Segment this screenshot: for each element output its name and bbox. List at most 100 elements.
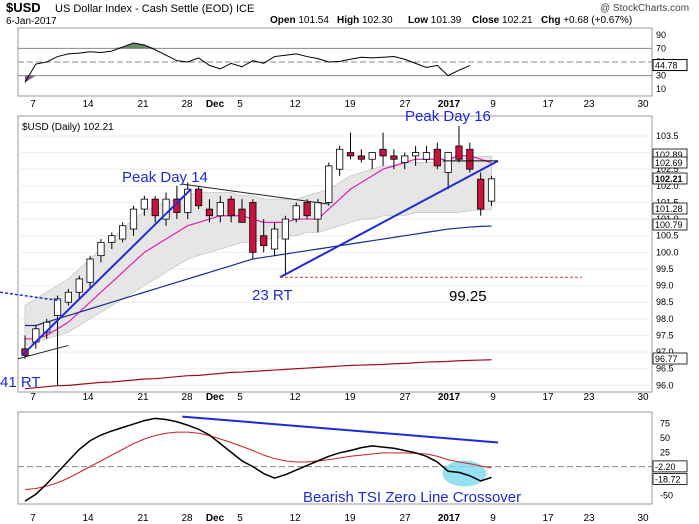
price-value-label: 101.28 xyxy=(655,204,683,214)
candle-body xyxy=(390,155,398,160)
price-tick-label: 96.0 xyxy=(656,380,674,390)
upper-resistance-line xyxy=(182,183,329,205)
candle-body xyxy=(314,202,322,220)
price-tick-label: 100.0 xyxy=(656,247,679,257)
price-tick-label: 97.5 xyxy=(656,330,674,340)
price-panel: $USD (Daily) 102.21 96.0 96.5 97.0 97.5 98.0… xyxy=(0,108,688,391)
price-value-label: 102.69 xyxy=(655,158,683,168)
candle-body xyxy=(53,298,62,316)
x-tick-label: Dec xyxy=(206,392,225,403)
x-tick-label: 9 xyxy=(490,513,496,524)
rsi-tick-label: 30 xyxy=(656,71,666,81)
annotation-rt23: 23 RT xyxy=(252,287,293,304)
candle-body xyxy=(401,155,409,163)
x-tick-label: Dec xyxy=(206,513,225,524)
x-tick-label: Dec xyxy=(206,99,225,110)
candle-body xyxy=(444,152,452,173)
candle-body xyxy=(75,278,83,293)
x-tick-label: 7 xyxy=(30,99,36,110)
x-tick-label: 28 xyxy=(181,513,193,524)
candle-body xyxy=(140,198,148,210)
instrument-name: US Dollar Index - Cash Settle (EOD) ICE xyxy=(55,3,254,15)
annotation-tsi: Bearish TSI Zero Line Crossover xyxy=(303,489,521,506)
price-value-box xyxy=(652,202,688,215)
annotation-rt41: 41 RT xyxy=(0,374,41,391)
candle-body xyxy=(368,152,376,160)
price-panel-title: $USD (Daily) 102.21 xyxy=(22,122,114,133)
x-tick-label: 17 xyxy=(542,99,554,110)
symbol: $USD xyxy=(6,0,41,15)
ohlc-open: Open 101.54 xyxy=(270,15,329,26)
tsi-divergence-line xyxy=(182,415,499,444)
x-tick-label: 28 xyxy=(181,99,193,110)
rsi-last-value: 44.78 xyxy=(655,61,678,71)
x-tick-label: 21 xyxy=(137,392,149,403)
price-value-label: 102.89 xyxy=(655,150,683,160)
tsi-signal-line xyxy=(24,431,492,491)
price-tick-label: 102.0 xyxy=(656,181,679,191)
ohlc-row: Open 101.54 High 102.30 Low 101.39 Close 10… xyxy=(270,15,632,26)
candle-body xyxy=(227,198,235,217)
x-tick-label: 30 xyxy=(637,392,649,403)
x-tick-label: 9 xyxy=(490,99,496,110)
price-value-label: 102.21 xyxy=(655,174,683,184)
x-tick-label: 2017 xyxy=(438,99,461,110)
x-tick-label: 27 xyxy=(399,513,411,524)
price-tick-label: 99.5 xyxy=(656,264,674,274)
x-tick-label: 2017 xyxy=(438,392,461,403)
tsi-value-label: -2.20 xyxy=(655,462,676,472)
candle-body xyxy=(336,148,344,170)
ohlc-low: Low 101.39 xyxy=(408,15,462,26)
price-tick-label: 99.0 xyxy=(656,281,674,291)
rsi-last-value-box xyxy=(652,59,688,72)
ohlc-chg: Chg +0.68 (+0.67%) xyxy=(541,15,632,26)
x-tick-label: 12 xyxy=(289,99,301,110)
rsi-line xyxy=(24,42,471,83)
trendline-rt41 xyxy=(21,188,192,357)
x-tick-label: 27 xyxy=(399,99,411,110)
x-tick-label: 19 xyxy=(344,513,356,524)
candle-body xyxy=(270,228,279,250)
price-value-box xyxy=(652,156,688,169)
x-tick-label: 14 xyxy=(82,392,94,403)
tsi-tick-label: -50 xyxy=(660,490,673,500)
watermark: @ StockCharts.com xyxy=(600,3,689,14)
candle-body xyxy=(357,155,365,160)
x-tick-label: 19 xyxy=(344,99,356,110)
candle-body xyxy=(422,152,431,160)
x-tick-label: 5 xyxy=(237,99,243,110)
candle-body xyxy=(466,148,474,170)
price-tick-label: 103.5 xyxy=(656,131,679,141)
x-tick-label: 23 xyxy=(583,99,595,110)
x-tick-label: 30 xyxy=(637,99,649,110)
candle-body xyxy=(433,148,441,167)
x-tick-label: 9 xyxy=(490,392,496,403)
price-value-label: 100.79 xyxy=(655,220,683,230)
candle-body xyxy=(346,152,355,157)
chart-date: 6-Jan-2017 xyxy=(6,16,57,27)
chart-header: $USD US Dollar Index - Cash Settle (EOD)… xyxy=(6,0,689,27)
rsi-overbought-fill xyxy=(25,42,470,49)
x-tick-label: 27 xyxy=(399,392,411,403)
price-tick-label: 98.0 xyxy=(656,314,674,324)
rsi-tick-label: 10 xyxy=(656,84,666,94)
tsi-panel-frame xyxy=(17,411,653,505)
price-tick-label: 96.5 xyxy=(656,364,674,374)
annotation-peak14: Peak Day 14 xyxy=(122,169,208,186)
x-tick-label: 7 xyxy=(30,392,36,403)
candle-body xyxy=(455,145,463,160)
x-tick-label: 21 xyxy=(137,513,149,524)
candle-body xyxy=(64,291,72,303)
tsi-value-label: -18.72 xyxy=(655,474,681,484)
tsi-line xyxy=(24,417,492,502)
rsi-panel: 103050709044.78 xyxy=(18,30,688,94)
candle-body xyxy=(162,198,170,220)
price-panel-frame xyxy=(17,115,653,393)
annotation-level: 99.25 xyxy=(449,288,487,305)
candle-body xyxy=(303,202,311,217)
price-value-box xyxy=(652,352,688,365)
rsi-tick-label: 70 xyxy=(656,43,666,53)
price-tick-label: 97.0 xyxy=(656,347,674,357)
